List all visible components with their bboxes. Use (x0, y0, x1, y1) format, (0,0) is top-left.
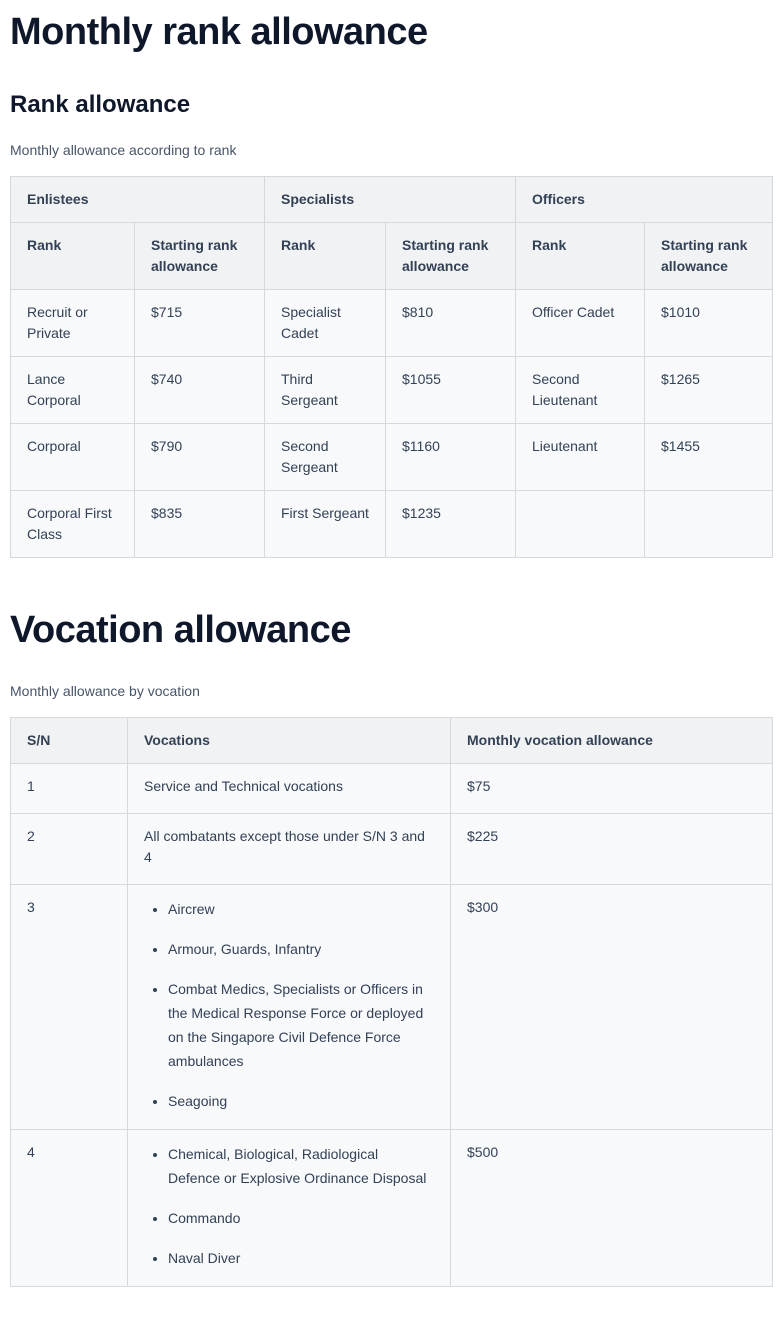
rank-allowance-table: Enlistees Specialists Officers Rank Star… (10, 176, 773, 558)
amount-cell: $75 (450, 763, 773, 814)
rank-table-caption: Monthly allowance according to rank (10, 142, 237, 158)
column-header-sn: S/N (10, 717, 128, 764)
list-item: Seagoing (168, 1089, 434, 1113)
sn-cell: 2 (10, 813, 128, 885)
rank-cell: Recruit or Private (10, 289, 135, 357)
rank-cell: Second Lieutenant (515, 356, 645, 424)
rank-allowance-heading: Rank allowance (10, 91, 191, 118)
vocation-title: Vocation allowance (10, 609, 351, 651)
allowance-cell: $1235 (385, 490, 516, 558)
allowance-cell: $715 (134, 289, 265, 357)
list-item: Chemical, Biological, Radiological Defen… (168, 1142, 434, 1190)
column-header: Starting rank allowance (385, 222, 516, 290)
table-row: 1 Service and Technical vocations $75 (10, 763, 773, 814)
amount-cell: $300 (450, 884, 773, 1130)
rank-cell: Lance Corporal (10, 356, 135, 424)
vocation-table-caption: Monthly allowance by vocation (10, 683, 200, 699)
vocations-cell: Chemical, Biological, Radiological Defen… (127, 1129, 451, 1287)
sub-header-row: Rank Starting rank allowance Rank Starti… (10, 222, 773, 290)
allowance-cell: $1455 (644, 423, 773, 491)
rank-cell: First Sergeant (264, 490, 386, 558)
table-row: Lance Corporal $740 Third Sergeant $1055 Sec… (10, 356, 773, 424)
vocation-list: Aircrew Armour, Guards, Infantry Combat Me… (144, 897, 434, 1113)
sn-cell: 1 (10, 763, 128, 814)
group-specialists: Specialists (264, 176, 516, 223)
page-title: Monthly rank allowance (10, 11, 428, 53)
amount-cell: $225 (450, 813, 773, 885)
table-row: 3 Aircrew Armour, Guards, Infantry Combat M… (10, 884, 773, 1130)
rank-cell: Specialist Cadet (264, 289, 386, 357)
table-row: 2 All combatants except those under S/N 3… (10, 813, 773, 885)
table-row: Corporal First Class $835 First Sergeant $1… (10, 490, 773, 558)
list-item: Combat Medics, Specialists or Officers i… (168, 977, 434, 1073)
group-officers: Officers (515, 176, 773, 223)
amount-cell: $500 (450, 1129, 773, 1287)
column-header: Starting rank allowance (644, 222, 773, 290)
list-item: Naval Diver (168, 1246, 434, 1270)
vocation-list: Chemical, Biological, Radiological Defen… (144, 1142, 434, 1270)
list-item: Aircrew (168, 897, 434, 921)
allowance-cell: $790 (134, 423, 265, 491)
allowance-cell: $1160 (385, 423, 516, 491)
allowance-cell: $835 (134, 490, 265, 558)
rank-cell (515, 490, 645, 558)
table-row: Recruit or Private $715 Specialist Cadet $8… (10, 289, 773, 357)
column-header: Starting rank allowance (134, 222, 265, 290)
group-header-row: Enlistees Specialists Officers (10, 176, 773, 223)
rank-cell: Lieutenant (515, 423, 645, 491)
rank-cell: Third Sergeant (264, 356, 386, 424)
allowance-cell: $740 (134, 356, 265, 424)
allowance-cell: $810 (385, 289, 516, 357)
table-row: 4 Chemical, Biological, Radiological Defe… (10, 1129, 773, 1287)
header-row: S/N Vocations Monthly vocation allowance (10, 717, 773, 764)
sn-cell: 4 (10, 1129, 128, 1287)
list-item: Commando (168, 1206, 434, 1230)
rank-cell: Second Sergeant (264, 423, 386, 491)
vocations-cell: All combatants except those under S/N 3 … (127, 813, 451, 885)
rank-cell: Officer Cadet (515, 289, 645, 357)
column-header: Rank (264, 222, 386, 290)
rank-cell: Corporal First Class (10, 490, 135, 558)
allowance-cell (644, 490, 773, 558)
allowance-cell: $1010 (644, 289, 773, 357)
column-header-amount: Monthly vocation allowance (450, 717, 773, 764)
column-header-vocations: Vocations (127, 717, 451, 764)
table-row: Corporal $790 Second Sergeant $1160 Lieutena… (10, 423, 773, 491)
allowance-cell: $1265 (644, 356, 773, 424)
vocations-cell: Service and Technical vocations (127, 763, 451, 814)
list-item: Armour, Guards, Infantry (168, 937, 434, 961)
sn-cell: 3 (10, 884, 128, 1130)
rank-cell: Corporal (10, 423, 135, 491)
vocations-cell: Aircrew Armour, Guards, Infantry Combat Me… (127, 884, 451, 1130)
vocation-allowance-table: S/N Vocations Monthly vocation allowance… (10, 717, 773, 1287)
group-enlistees: Enlistees (10, 176, 265, 223)
column-header: Rank (515, 222, 645, 290)
allowance-cell: $1055 (385, 356, 516, 424)
column-header: Rank (10, 222, 135, 290)
